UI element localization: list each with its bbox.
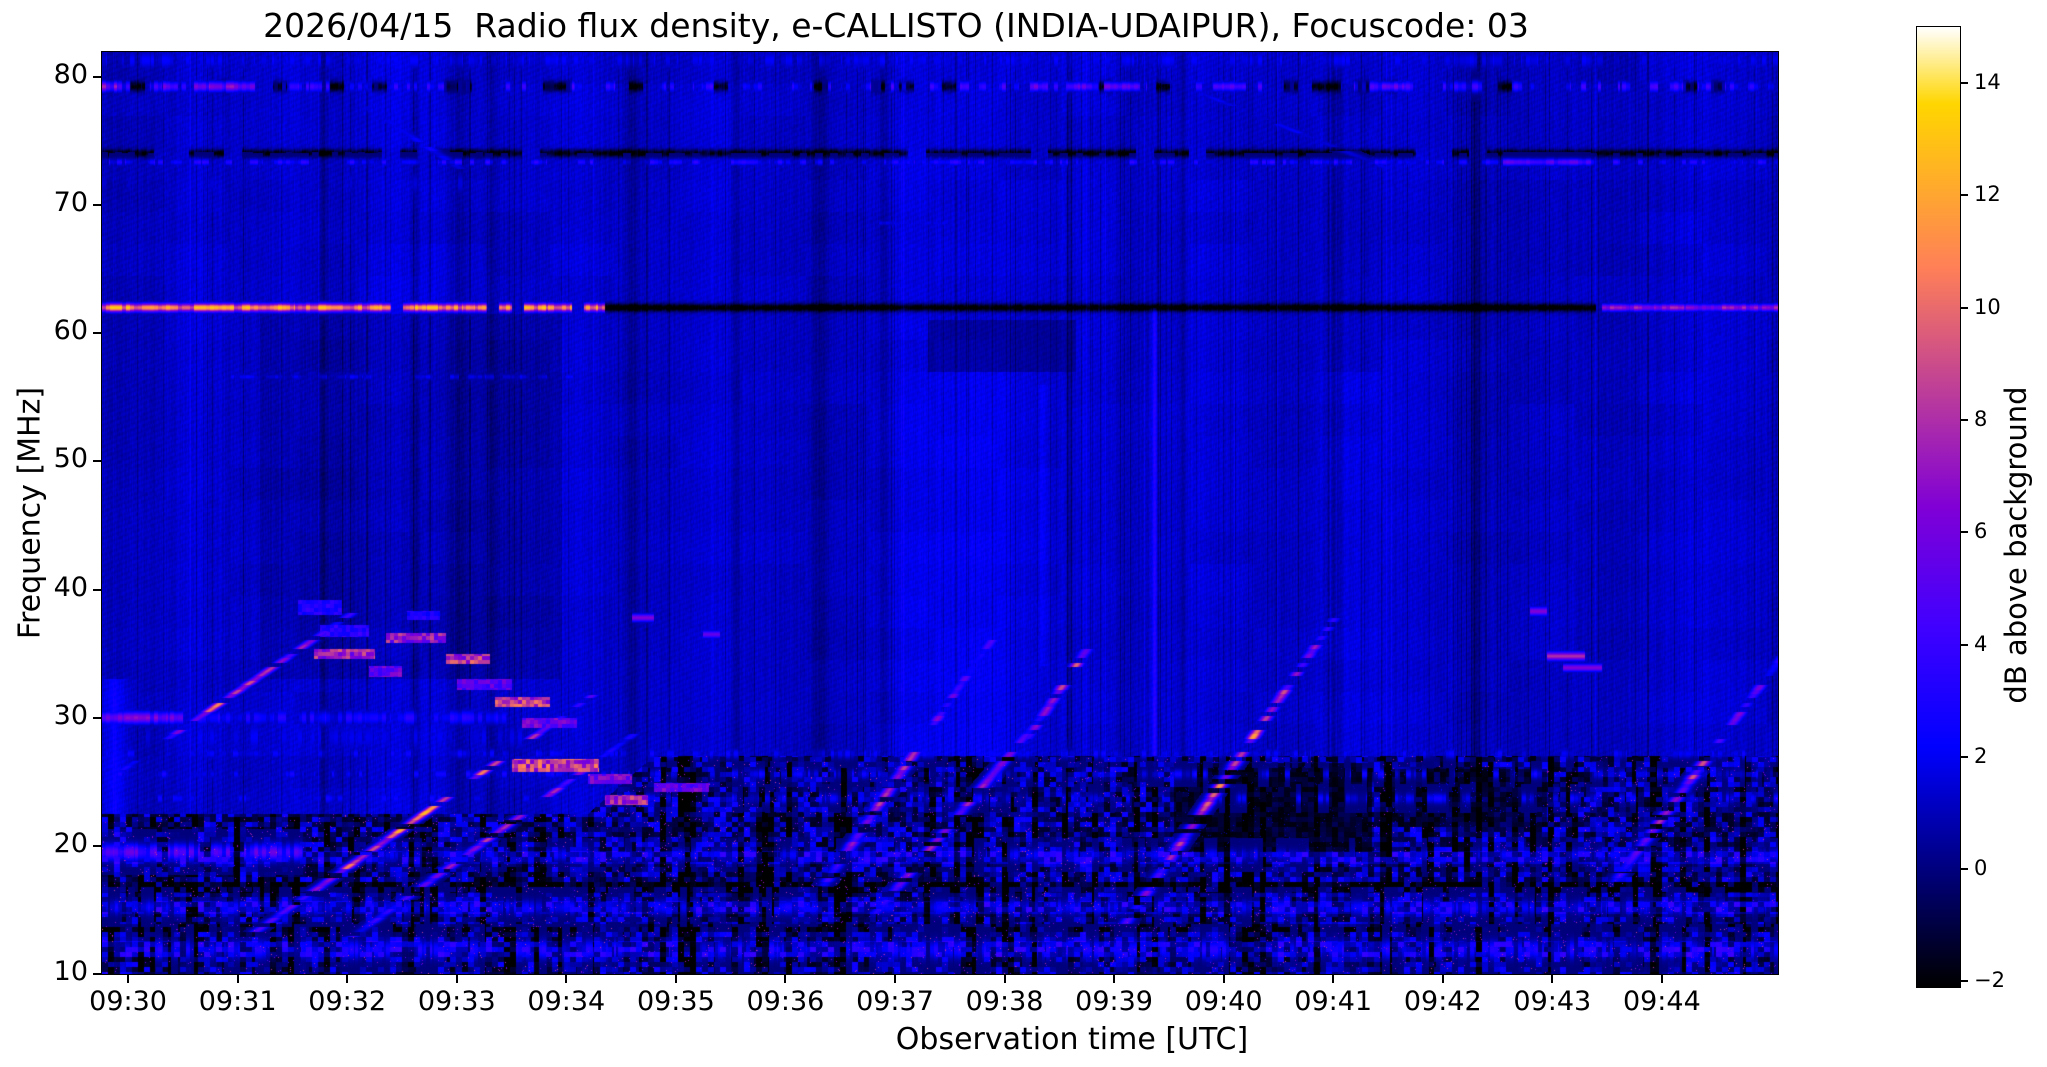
y-tick-mark [93, 75, 101, 78]
colorbar-tick-mark [1961, 868, 1968, 871]
x-tick-label: 09:37 [856, 986, 934, 1017]
y-tick-label: 80 [53, 58, 88, 90]
y-tick-label: 50 [53, 443, 88, 475]
x-tick-label: 09:31 [198, 986, 277, 1017]
y-tick-mark [93, 460, 101, 463]
x-tick-mark [1441, 975, 1444, 983]
y-tick-label: 70 [53, 187, 88, 219]
y-tick-mark [93, 332, 101, 335]
x-tick-label: 09:38 [965, 986, 1044, 1017]
colorbar-tick-label: 6 [1974, 519, 1988, 544]
y-tick-mark [93, 204, 101, 207]
colorbar-tick-mark [1961, 82, 1968, 85]
colorbar [1916, 26, 1961, 988]
x-tick-label: 09:35 [636, 986, 715, 1017]
y-tick-label: 20 [53, 827, 88, 859]
x-tick-label: 09:40 [1184, 986, 1263, 1017]
colorbar-gradient [1917, 27, 1960, 987]
y-tick-mark [93, 844, 101, 847]
x-tick-label: 09:39 [1075, 986, 1153, 1017]
x-tick-label: 09:42 [1403, 986, 1482, 1017]
x-tick-label: 09:34 [527, 986, 606, 1017]
colorbar-tick-mark [1961, 194, 1968, 197]
x-tick-mark [1660, 975, 1663, 983]
colorbar-tick-mark [1961, 643, 1968, 646]
colorbar-tick-label: 4 [1974, 631, 1988, 656]
x-tick-mark [565, 975, 568, 983]
chart-title: 2026/04/15 Radio flux density, e-CALLIST… [263, 6, 1529, 45]
colorbar-tick-label: 2 [1974, 743, 1988, 768]
plot-area [101, 51, 1779, 975]
x-tick-mark [893, 975, 896, 983]
colorbar-tick-mark [1961, 755, 1968, 758]
spectrogram-canvas [102, 52, 1778, 974]
y-tick-mark [93, 973, 101, 975]
x-tick-mark [236, 975, 239, 983]
y-tick-mark [93, 588, 101, 591]
x-tick-mark [1003, 975, 1006, 983]
colorbar-tick-label: 8 [1974, 406, 1988, 431]
y-tick-label: 10 [53, 956, 88, 987]
x-tick-label: 09:44 [1622, 986, 1701, 1017]
x-tick-label: 09:41 [1294, 986, 1373, 1017]
x-axis-label: Observation time [UTC] [895, 1022, 1249, 1057]
colorbar-tick-label: −2 [1974, 968, 2005, 993]
y-tick-label: 30 [53, 699, 88, 731]
x-tick-label: 09:33 [417, 986, 496, 1017]
x-tick-label: 09:43 [1513, 986, 1592, 1017]
colorbar-tick-mark [1961, 980, 1968, 983]
x-tick-mark [1332, 975, 1335, 983]
colorbar-tick-label: 10 [1974, 294, 2001, 319]
x-tick-mark [1222, 975, 1225, 983]
x-tick-mark [346, 975, 349, 983]
colorbar-tick-mark [1961, 418, 1968, 421]
colorbar-tick-mark [1961, 306, 1968, 309]
x-tick-mark [1551, 975, 1554, 983]
colorbar-tick-label: 14 [1974, 70, 2001, 95]
x-tick-label: 09:36 [746, 986, 825, 1017]
x-tick-mark [455, 975, 458, 983]
y-tick-label: 40 [53, 571, 88, 603]
colorbar-label: dB above background [1999, 386, 2033, 704]
colorbar-tick-mark [1961, 531, 1968, 534]
x-tick-label: 09:32 [308, 986, 387, 1017]
y-tick-label: 60 [53, 315, 88, 347]
x-tick-mark [1113, 975, 1116, 983]
x-tick-label: 09:30 [89, 986, 167, 1017]
colorbar-tick-label: 0 [1974, 856, 1988, 881]
y-axis-label: Frequency [MHz] [12, 386, 48, 640]
colorbar-tick-label: 12 [1974, 182, 2001, 207]
x-tick-mark [674, 975, 677, 983]
y-tick-mark [93, 716, 101, 719]
x-tick-mark [784, 975, 787, 983]
x-tick-mark [127, 975, 130, 983]
